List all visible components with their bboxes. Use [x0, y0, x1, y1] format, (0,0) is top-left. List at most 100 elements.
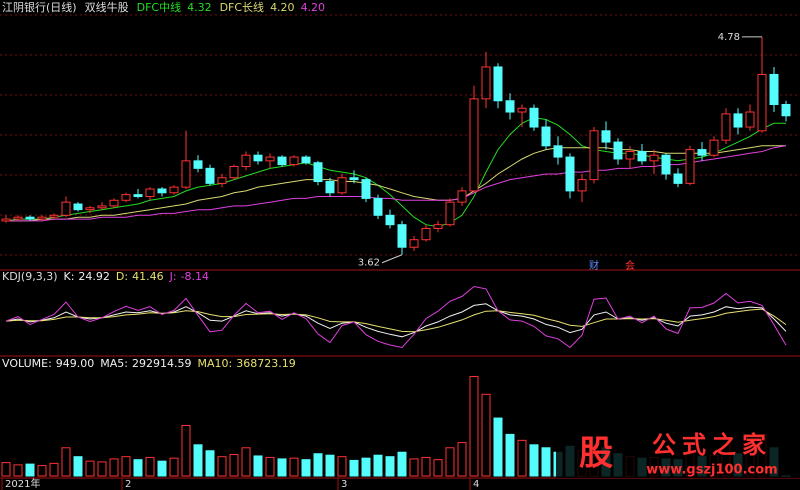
volume-bar	[229, 453, 239, 477]
readout-name: K:	[64, 270, 75, 283]
candle-body	[649, 154, 659, 162]
volume-bar	[325, 454, 335, 477]
volume-bar	[277, 458, 287, 477]
readout-value: 41.46	[132, 270, 164, 283]
volume-bar	[49, 462, 59, 477]
candle-body	[13, 216, 23, 220]
readout-name: MA10:	[198, 357, 233, 370]
candle-body	[313, 162, 323, 182]
volume-bar	[373, 454, 383, 477]
candle-body	[577, 179, 587, 192]
candle-body	[517, 107, 527, 113]
volume-bar	[121, 456, 131, 477]
candle-body	[85, 207, 95, 211]
panel-header: VOLUME: 949.00 MA5: 292914.59 MA10: 368723.19	[2, 357, 296, 370]
readout-value: 368723.19	[236, 357, 296, 370]
candle-body	[613, 141, 623, 160]
volume-bar	[493, 417, 503, 477]
candle-body	[541, 126, 551, 147]
candle-body	[685, 149, 695, 184]
candle-body	[361, 179, 371, 199]
candle-body	[241, 154, 251, 167]
candle-body	[73, 203, 83, 211]
volume-bar	[1, 462, 11, 477]
candle-body	[109, 199, 119, 207]
candle-body	[553, 145, 563, 158]
annotation: 4.78	[718, 32, 740, 43]
candle-body	[601, 130, 611, 143]
marker: 财	[589, 259, 599, 272]
volume-bar	[505, 433, 515, 477]
candle-body	[289, 156, 299, 166]
volume-bar	[25, 463, 35, 477]
volume-bar	[37, 465, 47, 477]
candle-body	[637, 150, 647, 162]
watermark-logo: 股	[579, 434, 613, 474]
candle-body	[697, 149, 707, 156]
volume-bar	[289, 457, 299, 477]
candle-body	[625, 150, 635, 160]
volume-bar	[73, 456, 83, 477]
volume-bar	[205, 450, 215, 477]
candle-body	[193, 160, 203, 169]
candle-body	[145, 188, 155, 198]
volume-bar	[253, 455, 263, 477]
candle-body	[661, 154, 671, 175]
candle-body	[133, 194, 143, 198]
candle-body	[493, 66, 503, 102]
indicator-name: 双线牛股	[85, 0, 129, 14]
marker: 会	[625, 259, 635, 272]
candle-body	[457, 190, 467, 203]
volume-bar	[481, 393, 491, 477]
readout-value: 292914.59	[132, 357, 192, 370]
volume-bar	[133, 459, 143, 477]
candle-body	[37, 216, 47, 220]
panel-header: KDJ(9,3,3) K: 24.92 D: 41.46 J: -8.14	[2, 270, 209, 283]
candle-body	[481, 66, 491, 100]
legend-name: DFC长线	[220, 0, 264, 14]
volume-bar	[157, 460, 167, 477]
candle-body	[157, 188, 167, 194]
x-tick-label: 3	[341, 479, 347, 490]
line	[6, 145, 786, 222]
candle-body	[265, 156, 275, 162]
candle-body	[301, 156, 311, 164]
volume-bar	[241, 447, 251, 477]
volume-bar	[109, 458, 119, 477]
candle-body	[61, 201, 71, 216]
readout-name: VOLUME:	[2, 357, 52, 370]
volume-bar	[145, 456, 155, 477]
volume-bar	[301, 459, 311, 477]
legend-value: 4.20	[301, 1, 326, 14]
volume-bar	[313, 453, 323, 477]
volume-bar	[541, 447, 551, 477]
volume-bar	[61, 447, 71, 477]
candle-body	[445, 201, 455, 226]
x-tick-label: 4	[473, 479, 479, 490]
indicator-name: KDJ(9,3,3)	[2, 270, 58, 283]
readout-name: MA5:	[100, 357, 128, 370]
candle-body	[709, 139, 719, 156]
readout-value: 949.00	[56, 357, 95, 370]
volume-bar	[85, 460, 95, 477]
volume-bar	[193, 444, 203, 477]
candle-body	[409, 239, 419, 248]
candle-body	[529, 107, 539, 128]
candle-body	[253, 154, 263, 162]
candle-body	[421, 227, 431, 241]
candle-body	[781, 104, 791, 117]
candle-body	[589, 130, 599, 181]
volume-bar	[517, 439, 527, 477]
candle-body	[505, 100, 515, 113]
volume-bar	[529, 444, 539, 477]
annotation-leader	[381, 254, 403, 264]
candle-body	[121, 194, 131, 201]
candle-body	[337, 177, 347, 194]
volume-bar	[217, 456, 227, 477]
volume-bar	[349, 459, 359, 477]
readout-value: 24.92	[78, 270, 110, 283]
x-tick-label: 2	[125, 479, 131, 490]
volume-bar	[457, 442, 467, 477]
candle-body	[217, 177, 227, 184]
volume-bar	[421, 456, 431, 477]
